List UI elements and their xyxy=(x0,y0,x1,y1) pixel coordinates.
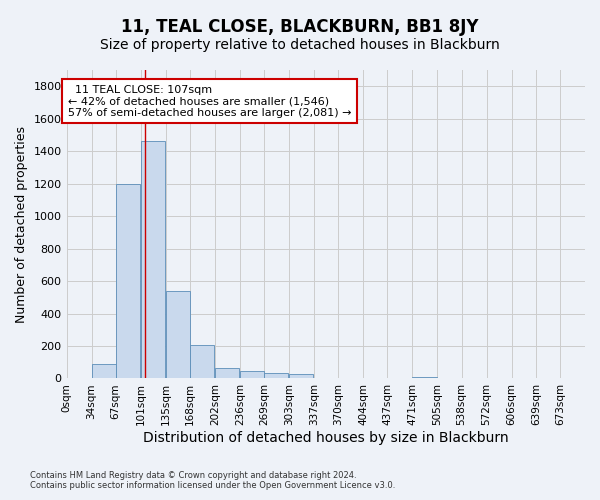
Bar xyxy=(190,345,214,378)
Text: Size of property relative to detached houses in Blackburn: Size of property relative to detached ho… xyxy=(100,38,500,52)
Bar xyxy=(264,374,289,378)
Text: Contains public sector information licensed under the Open Government Licence v3: Contains public sector information licen… xyxy=(30,481,395,490)
Bar xyxy=(240,371,264,378)
Text: 11, TEAL CLOSE, BLACKBURN, BB1 8JY: 11, TEAL CLOSE, BLACKBURN, BB1 8JY xyxy=(121,18,479,36)
X-axis label: Distribution of detached houses by size in Blackburn: Distribution of detached houses by size … xyxy=(143,431,509,445)
Bar xyxy=(92,364,116,378)
Y-axis label: Number of detached properties: Number of detached properties xyxy=(15,126,28,322)
Bar xyxy=(166,291,190,378)
Bar xyxy=(412,376,437,378)
Bar xyxy=(215,368,239,378)
Text: 11 TEAL CLOSE: 107sqm
← 42% of detached houses are smaller (1,546)
57% of semi-d: 11 TEAL CLOSE: 107sqm ← 42% of detached … xyxy=(68,84,352,118)
Bar xyxy=(289,374,313,378)
Bar xyxy=(141,142,165,378)
Text: Contains HM Land Registry data © Crown copyright and database right 2024.: Contains HM Land Registry data © Crown c… xyxy=(30,471,356,480)
Bar xyxy=(116,184,140,378)
